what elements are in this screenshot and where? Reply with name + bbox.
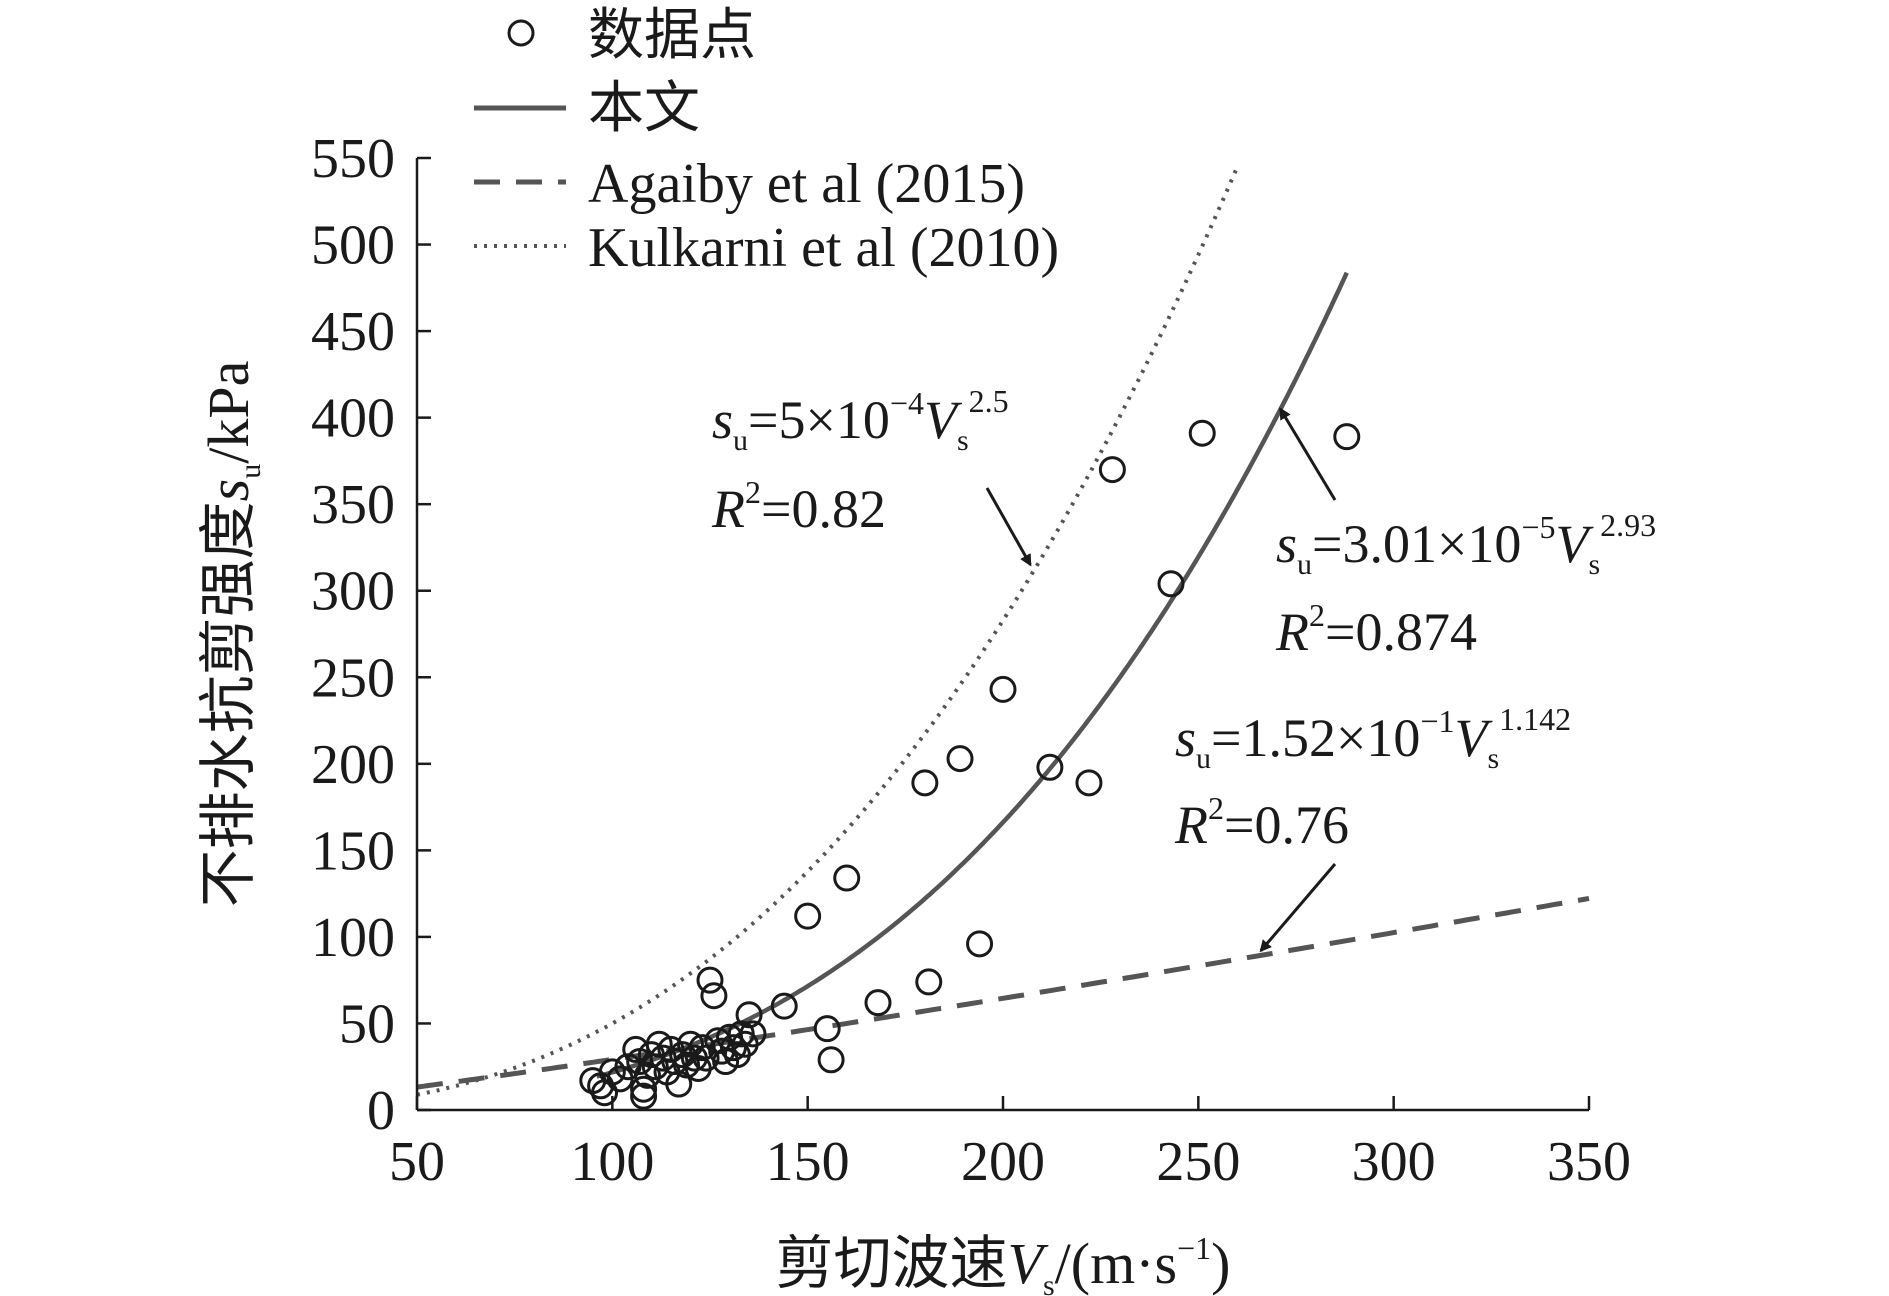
data-point [813,1015,841,1043]
x-tick-label: 200 [961,1131,1045,1193]
legend-circle-marker [507,19,535,47]
annotations: su=5×10−4Vs2.5 R2=0.82 su=3.01×10−5Vs2.9… [711,383,1656,953]
data-point [1075,769,1103,797]
y-tick-label: 500 [311,215,395,277]
annotation-equation: su=5×10−4Vs2.5 [712,383,1009,457]
legend-label: Agaiby et al (2015) [588,153,1025,215]
data-point [946,745,974,773]
y-tick-label: 400 [311,388,395,450]
y-tick-label: 550 [311,128,395,190]
data-point [630,1075,658,1103]
legend-item-agaiby: Agaiby et al (2015) [474,153,1025,215]
annotation-arrow [985,487,1032,567]
data-point [770,992,798,1020]
y-tick-label: 150 [311,820,395,882]
x-tick-label: 50 [389,1131,445,1193]
data-point [1333,423,1361,451]
data-point [739,1020,767,1048]
y-axis-title: 不排水抗剪强度su/kPa [196,361,267,908]
legend-item-this-paper: 本文 [474,78,700,140]
data-point [966,930,994,958]
data-point [696,966,724,994]
data-point [630,1082,658,1110]
data-point [676,1030,704,1058]
data-point [911,769,939,797]
legend-label: Kulkarni et al (2010) [588,217,1059,279]
x-tick-label: 350 [1547,1131,1631,1193]
annotation-arrow [1259,863,1337,953]
data-point [915,968,943,996]
data-point [700,982,728,1010]
data-point [1157,570,1185,598]
data-point [1188,419,1216,447]
legend: 数据点 本文 Agaiby et al (2015) Kulkarni et a… [474,5,1059,279]
y-tick-label: 250 [311,647,395,709]
data-point [1036,753,1064,781]
fit-curves [416,165,1590,1097]
annotation-equation: su=3.01×10−5Vs2.93 [1276,507,1656,581]
data-point [1098,456,1126,484]
data-point [633,1061,661,1089]
data-point [657,1035,685,1063]
annotation-this-paper: su=3.01×10−5Vs2.93 R2=0.874 [1275,407,1656,662]
x-tick-label: 250 [1156,1131,1240,1193]
annotation-r-squared: R2=0.82 [711,474,886,539]
legend-label: 数据点 [588,5,756,67]
data-point [864,989,892,1017]
annotation-arrow [1279,407,1337,501]
data-point [833,864,861,892]
annotation-equation: su=1.52×10−1Vs1.142 [1175,701,1571,775]
x-tick-label: 100 [570,1131,654,1193]
data-point [817,1046,845,1074]
y-tick-label: 50 [339,993,395,1055]
y-tick-label: 200 [311,734,395,796]
legend-item-data-points: 数据点 [507,5,756,67]
x-axis-title: 剪切波速Vs/(m·s−1) [776,1230,1231,1296]
data-point [794,902,822,930]
annotation-r-squared: R2=0.76 [1174,790,1349,855]
data-point [989,675,1017,703]
legend-label: 本文 [588,78,700,140]
data-point [598,1058,626,1086]
y-tick-label: 450 [311,301,395,363]
y-tick-label: 100 [311,907,395,969]
annotation-agaiby: su=1.52×10−1Vs1.142 R2=0.76 [1174,701,1571,953]
curve-agaiby [416,895,1590,1090]
x-tick-label: 150 [766,1131,850,1193]
data-point [645,1030,673,1058]
axis-ticks: 50 100 150 200 250 300 35005010015020025030035… [311,128,1631,1193]
curve-kulkarni [416,165,1240,1097]
annotation-r-squared: R2=0.874 [1275,597,1477,662]
data-points [579,419,1361,1110]
legend-item-kulkarni: Kulkarni et al (2010) [474,217,1059,279]
annotation-kulkarni: su=5×10−4Vs2.5 R2=0.82 [711,383,1032,567]
data-point [735,1001,763,1029]
curve-this-paper [596,271,1349,1079]
y-tick-label: 300 [311,561,395,623]
y-tick-label: 350 [311,474,395,536]
y-tick-label: 0 [367,1080,395,1142]
x-tick-label: 300 [1352,1131,1436,1193]
data-point [673,1051,701,1079]
